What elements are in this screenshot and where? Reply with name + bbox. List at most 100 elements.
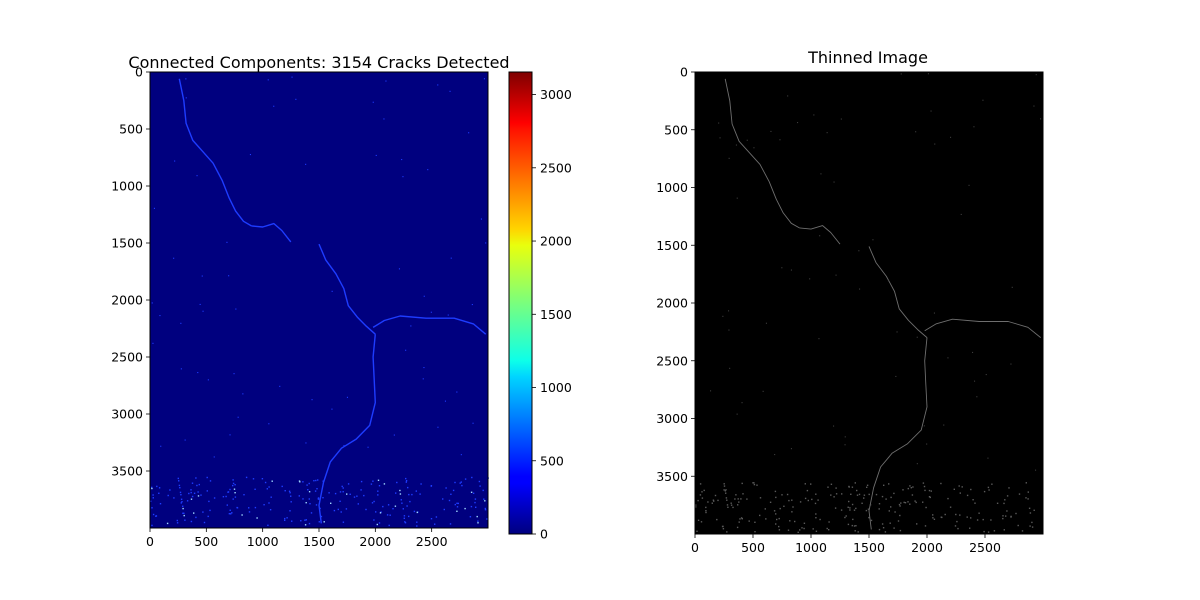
left-speckle bbox=[353, 496, 356, 498]
right-speckle bbox=[953, 488, 955, 490]
right-speckle bbox=[924, 489, 926, 492]
left-speckle bbox=[445, 487, 447, 489]
right-speckle bbox=[752, 482, 754, 484]
left-speckle bbox=[404, 521, 406, 523]
right-speckle bbox=[722, 528, 725, 530]
left-speckle bbox=[193, 492, 196, 494]
right-speckle bbox=[868, 493, 870, 496]
right-speckle bbox=[844, 444, 846, 446]
left-speckle bbox=[333, 509, 336, 512]
right-speckle bbox=[961, 486, 963, 488]
right-speckle bbox=[774, 490, 777, 493]
left-speckle bbox=[289, 492, 291, 494]
right-speckle bbox=[783, 505, 785, 507]
colorbar-ticks: 0 500 1000 1500 2000 2500 3000 bbox=[532, 87, 572, 542]
right-speckle bbox=[791, 499, 793, 501]
right-speckle bbox=[833, 425, 835, 427]
left-speckle bbox=[471, 304, 473, 306]
left-speckle bbox=[479, 485, 481, 487]
left-speckle bbox=[232, 484, 234, 487]
left-speckle bbox=[405, 477, 407, 480]
right-crack-1 bbox=[799, 225, 841, 245]
left-speckle bbox=[180, 368, 182, 370]
right-speckle bbox=[881, 495, 884, 498]
right-speckle bbox=[724, 490, 726, 492]
left-speckle bbox=[356, 495, 358, 497]
right-x-tick-label: 1500 bbox=[853, 540, 885, 555]
left-speckle bbox=[160, 445, 162, 447]
right-speckle bbox=[779, 507, 781, 510]
right-speckle bbox=[737, 504, 739, 506]
right-speckle bbox=[778, 529, 781, 531]
right-speckle bbox=[866, 486, 868, 488]
right-speckle bbox=[786, 493, 789, 496]
right-speckle bbox=[928, 496, 931, 498]
right-speckle bbox=[869, 504, 872, 506]
right-speckle bbox=[944, 513, 946, 516]
right-speckle bbox=[787, 529, 790, 531]
right-speckle bbox=[1029, 525, 1031, 527]
left-speckle bbox=[377, 479, 380, 481]
left-speckle bbox=[378, 485, 381, 487]
left-speckle bbox=[186, 500, 189, 502]
left-speckle bbox=[174, 160, 176, 162]
right-speckle bbox=[697, 499, 699, 502]
left-speckle bbox=[151, 302, 153, 304]
right-speckle bbox=[987, 486, 990, 489]
right-speckle bbox=[726, 504, 729, 506]
right-panel: Thinned Image 0 500 1000 1500 2000 2500 0 500 1… bbox=[656, 48, 1044, 555]
left-speckle bbox=[486, 518, 488, 520]
left-y-tick-label: 1000 bbox=[111, 179, 143, 194]
left-speckle bbox=[227, 491, 229, 493]
left-speckle bbox=[308, 498, 310, 500]
left-speckle bbox=[248, 507, 250, 509]
right-speckle bbox=[801, 527, 803, 529]
left-speckle bbox=[300, 520, 302, 522]
left-speckle bbox=[346, 493, 348, 495]
right-speckle bbox=[697, 519, 700, 521]
right-speckle bbox=[725, 489, 727, 491]
right-speckle bbox=[759, 497, 762, 499]
right-speckle bbox=[909, 503, 911, 505]
right-speckle bbox=[912, 486, 914, 488]
right-speckle bbox=[890, 506, 892, 508]
right-speckle bbox=[817, 499, 819, 501]
left-crack-3 bbox=[372, 315, 487, 335]
right-speckle bbox=[827, 486, 829, 488]
right-speckle bbox=[736, 197, 738, 199]
left-speckle bbox=[200, 494, 202, 496]
left-speckle bbox=[178, 480, 180, 482]
left-speckle bbox=[378, 522, 381, 524]
right-speckle bbox=[759, 514, 761, 517]
left-speckle bbox=[320, 515, 323, 518]
left-speckle bbox=[459, 482, 461, 484]
left-speckle bbox=[249, 154, 251, 156]
right-speckle bbox=[819, 518, 821, 521]
right-speckle bbox=[748, 520, 750, 522]
right-speckle bbox=[899, 529, 902, 532]
left-speckle bbox=[176, 519, 178, 522]
left-speckle bbox=[339, 491, 342, 493]
left-speckle bbox=[169, 489, 171, 491]
right-speckle bbox=[818, 338, 820, 340]
left-speckle bbox=[177, 477, 179, 480]
right-y-tick-label: 500 bbox=[664, 122, 688, 137]
right-speckle bbox=[732, 506, 734, 509]
right-speckle bbox=[1021, 530, 1024, 532]
left-speckle bbox=[483, 498, 485, 500]
right-speckle bbox=[833, 181, 835, 183]
left-crack-1 bbox=[251, 222, 292, 243]
right-speckle bbox=[804, 497, 807, 500]
left-speckle bbox=[295, 98, 297, 100]
right-speckle bbox=[790, 448, 792, 450]
right-speckle bbox=[858, 493, 861, 496]
left-speckle bbox=[193, 512, 195, 514]
left-speckle bbox=[308, 482, 310, 485]
right-speckle bbox=[840, 509, 843, 511]
left-speckle bbox=[319, 507, 321, 510]
right-speckle bbox=[950, 136, 952, 138]
left-speckle bbox=[242, 393, 244, 395]
right-speckle bbox=[705, 511, 707, 514]
right-speckle bbox=[863, 497, 865, 499]
